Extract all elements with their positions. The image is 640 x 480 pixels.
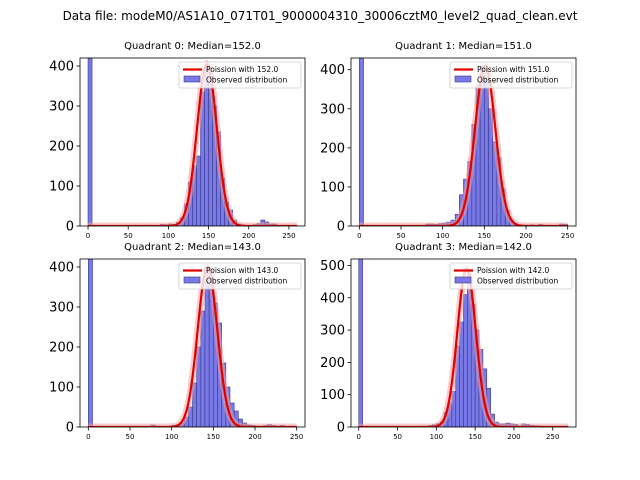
x-tick-label: 250	[546, 433, 559, 441]
legend: Poission with 151.0 Observed distribution	[449, 61, 573, 89]
y-tick-label: 200	[320, 141, 345, 156]
y-tick-label: 0	[337, 220, 345, 235]
y-tick-label: 0	[66, 421, 74, 436]
legend-observed-label: Observed distribution	[477, 76, 558, 85]
legend-observed-label: Observed distribution	[477, 277, 558, 286]
y-tick-label: 0	[337, 421, 345, 436]
legend-box	[178, 262, 302, 290]
legend: Poission with 142.0 Observed distribution	[449, 262, 573, 290]
axes-frame	[350, 258, 577, 428]
x-tick-label: 250	[561, 232, 574, 240]
y-tick-label: 500	[320, 259, 345, 274]
x-tick-label: 50	[393, 433, 402, 441]
x-tick-label: 0	[357, 433, 361, 441]
x-tick-label: 50	[397, 232, 406, 240]
axes-frame	[79, 258, 306, 428]
x-tick-label: 200	[242, 232, 255, 240]
axes-frame	[79, 57, 306, 227]
y-tick-label: 100	[320, 180, 345, 195]
histogram-bar	[87, 58, 93, 226]
histogram-bar	[200, 310, 206, 427]
x-tick-label: 250	[290, 433, 303, 441]
legend-bar-swatch	[454, 75, 472, 83]
histogram-bar	[463, 294, 468, 427]
x-tick-label: 100	[165, 433, 178, 441]
y-tick-label: 0	[66, 220, 74, 235]
y-tick-label: 400	[49, 261, 74, 276]
y-tick-label: 200	[49, 341, 74, 356]
histogram-panel-1: Quadrant 1: Median=151.0 0 100 200 300 400 0 50…	[320, 41, 577, 240]
x-tick-label: 150	[202, 232, 215, 240]
legend: Poission with 143.0 Observed distribution	[178, 262, 302, 290]
x-tick-label: 150	[468, 433, 481, 441]
y-tick-label: 300	[320, 324, 345, 339]
y-tick-label: 300	[49, 301, 74, 316]
legend: Poission with 152.0 Observed distribution	[178, 61, 302, 89]
legend-bar-swatch	[183, 276, 201, 284]
x-tick-label: 150	[478, 232, 491, 240]
plot-area	[87, 58, 298, 226]
figure-suptitle: Data file: modeM0/AS1A10_071T01_90000043…	[63, 9, 578, 23]
y-tick-label: 300	[49, 100, 74, 115]
poisson-fit-line	[88, 265, 297, 427]
y-tick-label: 100	[49, 180, 74, 195]
histogram-panel-0: Quadrant 0: Median=152.0 0 100 200 300 400 0 50…	[49, 41, 306, 240]
legend-fit-label: Poission with 142.0	[477, 266, 550, 275]
x-tick-label: 0	[86, 232, 90, 240]
x-tick-label: 150	[207, 433, 220, 441]
panel-title: Quadrant 2: Median=143.0	[124, 242, 261, 253]
panel-title: Quadrant 1: Median=151.0	[395, 41, 532, 52]
x-tick-label: 0	[357, 232, 361, 240]
y-tick-label: 200	[320, 356, 345, 371]
x-tick-label: 200	[507, 433, 520, 441]
poisson-fit-line	[359, 64, 568, 226]
y-tick-label: 200	[49, 140, 74, 155]
histogram-bar	[204, 266, 210, 427]
histogram-panel-2: Quadrant 2: Median=143.0 0 100 200 300 400 0 50…	[49, 242, 306, 441]
y-tick-label: 400	[49, 60, 74, 75]
histogram-bar	[359, 58, 364, 226]
histogram-bar	[204, 65, 209, 226]
poisson-fit-line	[88, 62, 297, 226]
legend-bar-swatch	[454, 276, 472, 284]
x-tick-label: 0	[86, 433, 90, 441]
legend-observed-label: Observed distribution	[206, 277, 287, 286]
x-tick-label: 50	[124, 232, 133, 240]
legend-bar-swatch	[183, 75, 201, 83]
legend-fit-label: Poission with 151.0	[477, 65, 550, 74]
x-tick-label: 100	[430, 433, 443, 441]
x-tick-label: 50	[126, 433, 135, 441]
histogram-bar	[196, 155, 201, 226]
panel-title: Quadrant 0: Median=152.0	[124, 41, 261, 52]
y-tick-label: 300	[320, 102, 345, 117]
legend-box	[449, 262, 573, 290]
legend-box	[178, 61, 302, 89]
histogram-bar	[88, 259, 93, 427]
y-tick-label: 100	[320, 388, 345, 403]
panel-title: Quadrant 3: Median=142.0	[395, 242, 532, 253]
plot-area	[359, 58, 568, 226]
x-tick-label: 250	[282, 232, 295, 240]
histogram-bar	[484, 73, 489, 226]
legend-box	[449, 61, 573, 89]
x-tick-label: 200	[248, 433, 261, 441]
y-tick-label: 400	[320, 63, 345, 78]
plot-area	[88, 259, 297, 427]
legend-observed-label: Observed distribution	[206, 76, 287, 85]
x-tick-label: 200	[519, 232, 532, 240]
x-tick-label: 100	[436, 232, 449, 240]
x-tick-label: 100	[162, 232, 175, 240]
histogram-bar	[358, 259, 363, 427]
axes-frame	[350, 57, 577, 227]
legend-fit-label: Poission with 143.0	[206, 266, 279, 275]
y-tick-label: 100	[49, 381, 74, 396]
legend-fit-label: Poission with 152.0	[206, 65, 279, 74]
fit-band	[359, 61, 568, 226]
y-tick-label: 400	[320, 291, 345, 306]
histogram-panel-3: Quadrant 3: Median=142.00100200300400500…	[320, 242, 577, 441]
